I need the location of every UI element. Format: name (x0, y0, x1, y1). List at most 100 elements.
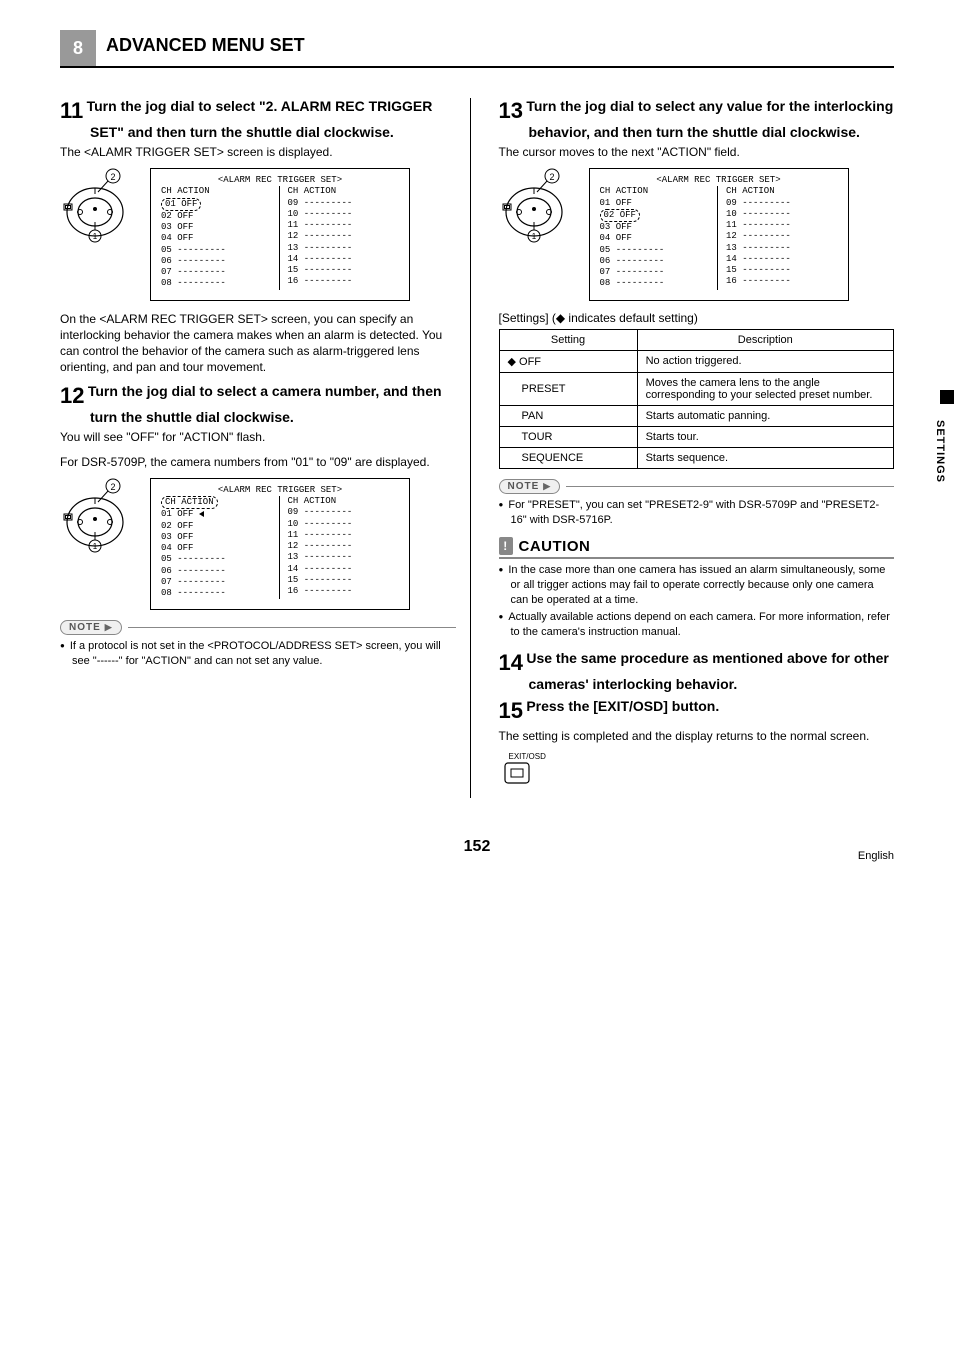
step-11-after: On the <ALARM REC TRIGGER SET> screen, y… (60, 311, 456, 376)
page-number: 152 (60, 838, 894, 856)
screen-row: 11 --------- (726, 220, 838, 231)
screen-col-header: CH ACTION (288, 186, 400, 197)
screen-row: 12 --------- (288, 541, 400, 552)
screen-row: 10 --------- (288, 519, 400, 530)
table-cell: SEQUENCE (499, 447, 637, 468)
svg-text:1: 1 (531, 232, 536, 241)
screen-col-header: CH ACTION (288, 496, 400, 507)
step-15: 15 Press the [EXIT/OSD] button. The sett… (499, 698, 895, 792)
svg-text:1: 1 (93, 232, 98, 241)
chapter-number: 8 (60, 30, 96, 66)
jog-dial-icon: 2 1 (60, 478, 130, 553)
page-header: 8 ADVANCED MENU SET (60, 30, 894, 68)
screen-row: 05 --------- (161, 245, 273, 256)
screen-row: 15 --------- (288, 265, 400, 276)
screen-row: 10 --------- (288, 209, 400, 220)
step-12: 12 Turn the jog dial to select a camera … (60, 383, 456, 669)
left-column: 11 Turn the jog dial to select "2. ALARM… (60, 98, 471, 798)
step-13-title: Turn the jog dial to select any value fo… (526, 98, 893, 140)
caution-label: !CAUTION (499, 537, 591, 555)
side-tab-settings: SETTINGS (934, 420, 946, 483)
screen-row: 03 OFF (600, 222, 712, 233)
step-11-subtext: The <ALAMR TRIGGER SET> screen is displa… (60, 144, 456, 160)
table-row: PRESETMoves the camera lens to the angle… (499, 372, 894, 405)
screen-row: 02 OFF (161, 211, 273, 222)
screen-row: 12 --------- (726, 231, 838, 242)
table-cell: Starts tour. (637, 426, 893, 447)
step-13-screen: <ALARM REC TRIGGER SET> CH ACTION 01 OFF… (589, 168, 849, 301)
note-rule (128, 627, 456, 628)
step-14-title: Use the same procedure as mentioned abov… (526, 650, 889, 692)
screen-row: 02 OFF (600, 209, 640, 222)
step-13-number: 13 (499, 98, 523, 123)
table-row: ◆ OFFNo action triggered. (499, 350, 894, 372)
jog-dial-icon: 2 1 (499, 168, 569, 243)
table-cell: TOUR (499, 426, 637, 447)
screen-row: 02 OFF (161, 521, 273, 532)
arrow-right-icon: ▶ (543, 481, 551, 492)
right-column: 13 Turn the jog dial to select any value… (499, 98, 895, 798)
arrow-right-icon: ▶ (105, 622, 113, 633)
screen-title: <ALARM REC TRIGGER SET> (600, 175, 838, 186)
svg-text:2: 2 (549, 172, 554, 182)
screen-row: 06 --------- (161, 256, 273, 267)
screen-row: 04 OFF (161, 543, 273, 554)
side-tab-marker (940, 390, 954, 404)
screen-row: 09 --------- (726, 198, 838, 209)
note-item: For "PRESET", you can set "PRESET2-9" wi… (499, 498, 895, 528)
screen-row: 01 OFF (600, 198, 712, 209)
step-13-caution: !CAUTION In the case more than one camer… (499, 537, 895, 639)
screen-row: 04 OFF (161, 233, 273, 244)
page-language: English (858, 850, 894, 862)
screen-col-header: CH ACTION (726, 186, 838, 197)
svg-text:2: 2 (110, 172, 115, 182)
screen-row: 05 --------- (161, 554, 273, 565)
step-14-number: 14 (499, 650, 523, 675)
screen-row: 08 --------- (161, 278, 273, 289)
screen-row: 14 --------- (288, 564, 400, 575)
screen-row: 08 --------- (600, 278, 712, 289)
table-row: TOURStarts tour. (499, 426, 894, 447)
cursor-arrow-icon (199, 511, 204, 517)
screen-row: 15 --------- (726, 265, 838, 276)
svg-text:1: 1 (93, 542, 98, 551)
caution-item: In the case more than one camera has iss… (499, 563, 895, 608)
step-13-subtext: The cursor moves to the next "ACTION" fi… (499, 144, 895, 160)
screen-row: 04 OFF (600, 233, 712, 244)
screen-row: 13 --------- (288, 552, 400, 563)
table-cell: Starts sequence. (637, 447, 893, 468)
table-cell: Moves the camera lens to the angle corre… (637, 372, 893, 405)
note-label: NOTE▶ (499, 479, 561, 494)
screen-row: 13 --------- (726, 243, 838, 254)
step-12-number: 12 (60, 383, 84, 408)
note-rule (566, 486, 894, 487)
screen-row: 05 --------- (600, 245, 712, 256)
step-12-screen: <ALARM REC TRIGGER SET> CH ACTION 01 OFF… (150, 478, 410, 611)
screen-row: 16 --------- (288, 276, 400, 287)
table-cell: ◆ OFF (499, 350, 637, 372)
screen-row: 14 --------- (288, 254, 400, 265)
table-cell: PRESET (499, 372, 637, 405)
screen-row: 06 --------- (161, 566, 273, 577)
screen-title: <ALARM REC TRIGGER SET> (161, 485, 399, 496)
exit-osd-figure: EXIT/OSD (499, 752, 895, 792)
screen-row: 01 OFF (161, 509, 193, 519)
settings-table: Setting Description ◆ OFFNo action trigg… (499, 329, 895, 469)
screen-row: 12 --------- (288, 231, 400, 242)
screen-row: 16 --------- (726, 276, 838, 287)
step-15-title: Press the [EXIT/OSD] button. (526, 698, 719, 714)
screen-row: 08 --------- (161, 588, 273, 599)
table-cell: PAN (499, 405, 637, 426)
step-12-sub1: You will see "OFF" for "ACTION" flash. (60, 429, 456, 445)
step-14: 14 Use the same procedure as mentioned a… (499, 650, 895, 692)
screen-row: 07 --------- (161, 577, 273, 588)
step-15-subtext: The setting is completed and the display… (499, 728, 895, 744)
settings-th-setting: Setting (499, 329, 637, 350)
screen-col-header: CH ACTION (600, 186, 712, 197)
settings-th-description: Description (637, 329, 893, 350)
screen-row: 06 --------- (600, 256, 712, 267)
screen-row: 07 --------- (161, 267, 273, 278)
caution-item: Actually available actions depend on eac… (499, 610, 895, 640)
step-11-number: 11 (60, 98, 83, 123)
step-12-sub2: For DSR-5709P, the camera numbers from "… (60, 454, 456, 470)
